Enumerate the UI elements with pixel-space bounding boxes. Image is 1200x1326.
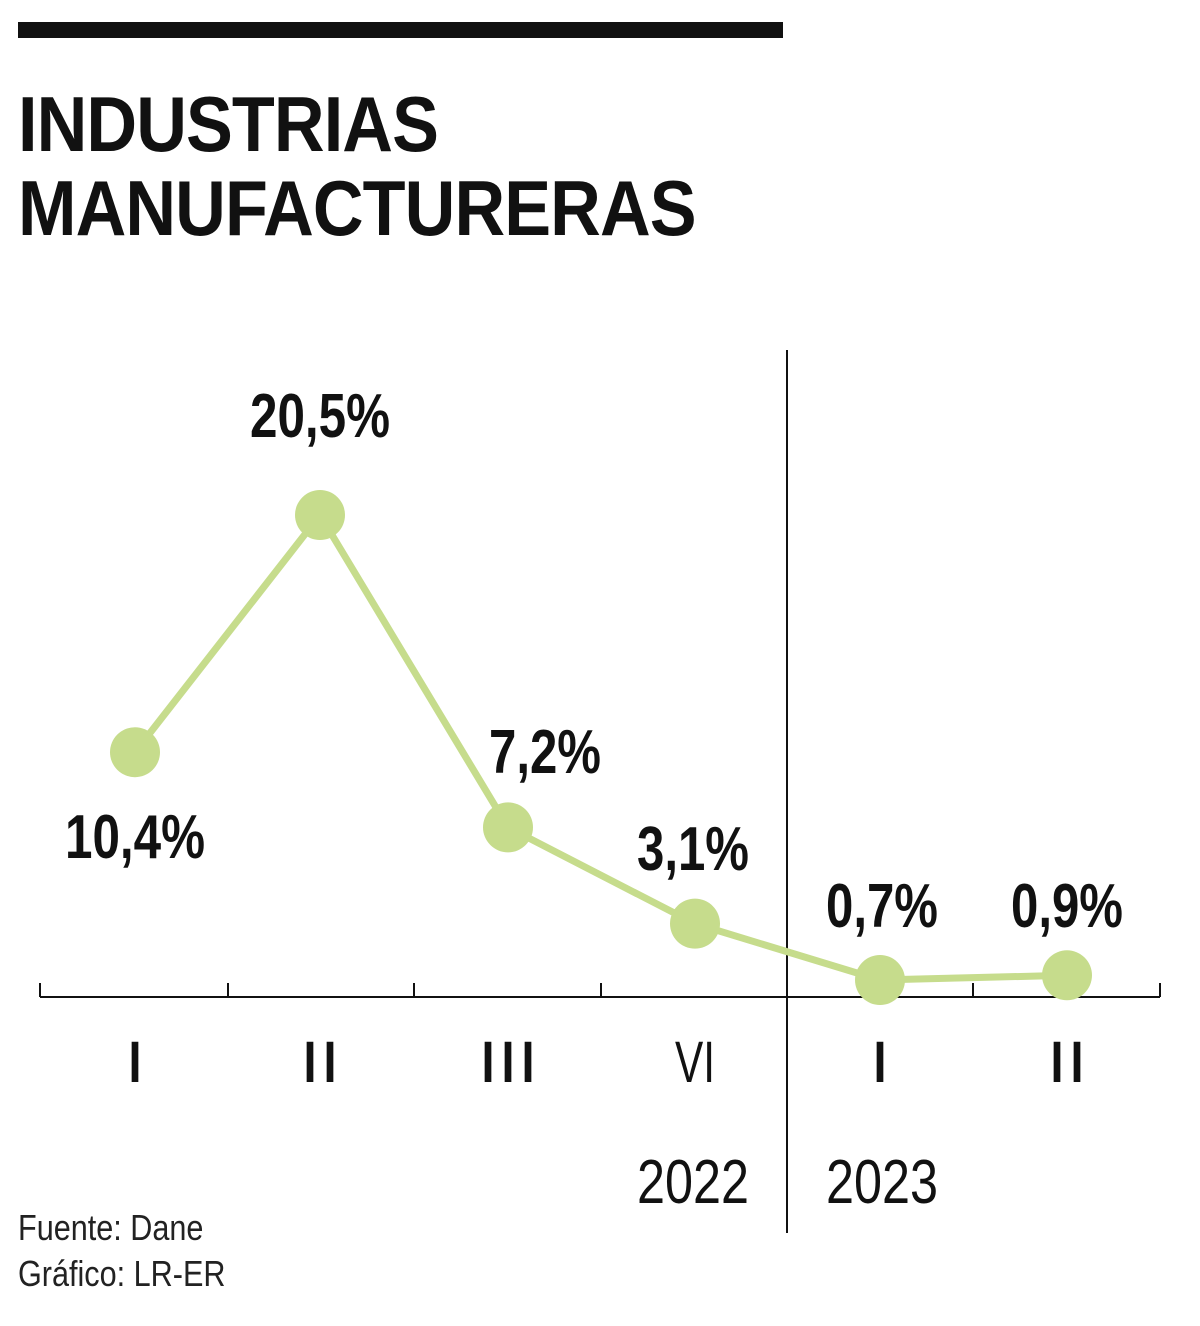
data-label-6: 0,9% [1011, 872, 1123, 941]
x-tick-label-1: I [125, 1030, 145, 1095]
data-label-1: 10,4% [65, 803, 205, 872]
data-point-1 [110, 727, 160, 778]
x-tick-label-6: II [1047, 1030, 1087, 1095]
source-grafico: Gráfico: LR-ER [18, 1253, 226, 1294]
data-point-6 [1042, 950, 1092, 1001]
data-label-3: 7,2% [489, 718, 601, 787]
data-point-5 [855, 955, 905, 1005]
data-label-2: 20,5% [250, 382, 390, 451]
data-point-3 [483, 802, 533, 853]
x-tick-label-4: VI [675, 1030, 715, 1095]
chart-title: INDUSTRIAS MANUFACTURERAS [18, 80, 697, 252]
source-fuente: Fuente: Dane [18, 1207, 204, 1248]
title-line-1: INDUSTRIAS [18, 80, 439, 168]
data-label-4: 3,1% [637, 815, 749, 884]
series-line [132, 511, 1068, 984]
year-label-2023: 2023 [826, 1148, 938, 1217]
x-tick-label-3: III [478, 1030, 538, 1095]
top-rule [18, 22, 783, 38]
data-point-2 [295, 490, 345, 540]
title-line-2: MANUFACTURERAS [18, 164, 697, 252]
year-label-2022: 2022 [637, 1148, 749, 1217]
x-tick-label-2: II [300, 1030, 340, 1095]
source-note: Fuente: Dane Gráfico: LR-ER [18, 1205, 225, 1297]
data-point-4 [670, 898, 720, 949]
data-label-5: 0,7% [826, 872, 938, 941]
x-tick-label-5: I [870, 1030, 890, 1095]
